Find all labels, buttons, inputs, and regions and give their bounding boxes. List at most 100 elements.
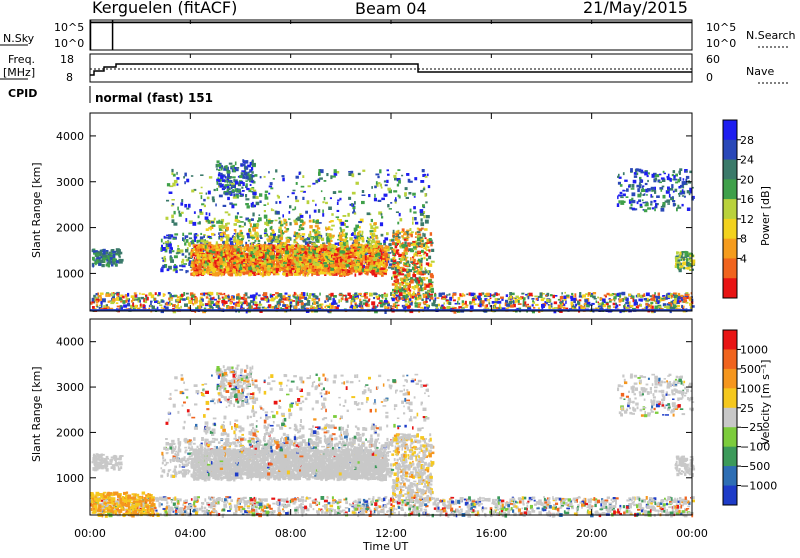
power-pixel [378,265,381,268]
power-pixel [565,300,567,304]
power-pixel [231,260,233,262]
power-pixel [373,252,376,254]
power-pixel [320,256,323,258]
power-pixel [314,243,316,246]
power-pixel [359,273,363,275]
power-pixel [574,293,576,297]
power-pixel [330,240,332,242]
power-pixel [268,268,271,270]
power-pixel [482,300,485,303]
power-pixel [154,298,156,300]
power-pixel [335,243,338,245]
power-pixel [273,262,275,266]
power-pixel [378,302,381,304]
power-pixel [249,222,251,224]
power-pixel [337,273,341,275]
power-pixel [280,260,282,264]
power-pixel [110,253,113,255]
power-pixel [562,303,564,305]
power-pixel [284,257,288,261]
power-pixel [381,248,383,250]
power-pixel [218,295,220,299]
power-pixel [162,265,165,268]
power-pixel [253,297,255,301]
power-pixel [650,302,653,304]
power-pixel [296,263,300,267]
power-pixel [309,225,313,228]
power-pixel [226,238,229,241]
power-pixel [142,304,145,307]
power-pixel [122,296,125,299]
power-pixel [326,295,329,297]
power-pixel [389,263,392,266]
power-pixel [651,298,655,301]
power-pixel [448,302,451,305]
power-pixel [534,296,538,298]
power-pixel [457,301,459,305]
power-pixel [256,223,259,227]
power-pixel [236,265,239,268]
power-pixel [310,231,312,234]
power-pixel [562,300,564,302]
power-pixel [294,296,296,299]
power-pixel [606,303,609,305]
nsky-tick-top: 10^5 [54,21,84,34]
power-pixel [135,305,138,309]
power-pixel [470,305,474,309]
power-pixel [271,226,273,229]
power-pixel [434,294,437,297]
power-pixel [198,261,200,264]
power-pixel [205,293,208,295]
power-pixel [252,267,255,271]
power-pixel [131,300,133,303]
power-pixel [208,242,211,245]
power-pixel [259,262,262,264]
power-pixel [96,253,99,256]
nsky-frame [90,20,692,50]
power-pixel [255,261,259,264]
power-pixel [269,252,273,255]
power-pixel [405,301,407,303]
power-pixel [469,301,471,304]
power-pixel [689,303,692,306]
power-pixel [278,304,280,308]
power-pixel [607,293,610,295]
power-pixel [191,250,193,252]
power-pixel [579,296,582,298]
power-pixel [321,253,323,256]
power-pixel [315,225,319,227]
power-pixel [386,294,388,297]
power-pixel [254,232,257,235]
power-pixel [113,258,116,262]
power-pixel [379,245,383,248]
power-pixel [300,254,303,256]
power-pixel [237,303,240,307]
power-pixel [508,297,510,300]
power-pixel [135,294,137,297]
power-pixel [256,267,259,269]
power-pixel [326,251,329,253]
power-pixel [355,273,357,276]
power-pixel [327,246,330,248]
power-pixel [540,292,543,296]
power-pixel [314,302,317,305]
power-pixel [465,305,468,307]
power-pixel [93,295,96,298]
power-pixel [142,293,145,295]
power-pixel [164,256,166,258]
power-pixel [217,251,219,254]
power-pixel [579,299,582,301]
power-pixel [186,270,189,272]
power-pixel [191,240,194,244]
power-pixel [389,239,391,242]
power-pixel [462,303,464,307]
power-pixel [449,297,452,301]
power-pixel [307,244,309,247]
power-pixel [189,237,192,239]
power-background [90,113,692,311]
power-pixel [167,268,170,271]
power-pixel [349,237,353,240]
nsky-trace [90,20,692,50]
power-pixel [234,229,236,231]
power-pixel [519,297,522,300]
